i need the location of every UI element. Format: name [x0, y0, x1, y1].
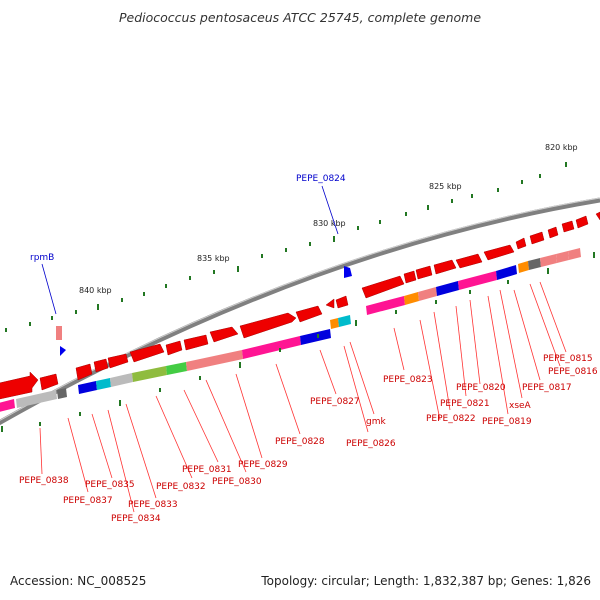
- gene-arrow[interactable]: [325, 298, 335, 309]
- gene-arrow[interactable]: [403, 270, 417, 284]
- label-leaders: [39, 281, 567, 513]
- kbp-label: 830 kbp: [313, 219, 346, 228]
- gene-arrow[interactable]: [529, 231, 545, 245]
- gene-label[interactable]: gmk: [366, 417, 386, 427]
- gene-arrow[interactable]: [561, 220, 575, 233]
- gene-arrow[interactable]: [361, 275, 405, 299]
- rna-label[interactable]: PEPE_0824: [296, 174, 346, 184]
- gene-arrow[interactable]: [39, 373, 59, 391]
- gene-arrow[interactable]: [515, 237, 527, 250]
- forward-genes: [0, 211, 600, 400]
- gene-label[interactable]: PEPE_0817: [522, 383, 572, 393]
- gene-label[interactable]: PEPE_0822: [426, 414, 476, 424]
- rna-label[interactable]: rpmB: [30, 253, 54, 263]
- map-title: Pediococcus pentosaceus ATCC 25745, comp…: [118, 10, 482, 25]
- gene-label[interactable]: PEPE_0821: [440, 399, 490, 409]
- gene-label[interactable]: PEPE_0820: [456, 383, 506, 393]
- gene-arrow[interactable]: [595, 211, 600, 221]
- gene-label[interactable]: PEPE_0816: [548, 367, 598, 377]
- gene-arrow[interactable]: [335, 295, 349, 309]
- feature-bands: [0, 248, 581, 412]
- gene-label[interactable]: PEPE_0815: [543, 354, 593, 364]
- gene-label[interactable]: PEPE_0826: [346, 439, 396, 449]
- gene-arrow[interactable]: [433, 259, 457, 275]
- gene-label[interactable]: PEPE_0834: [111, 514, 161, 524]
- gene-arrow[interactable]: [183, 334, 209, 351]
- accession-text: Accession: NC_008525: [10, 574, 147, 588]
- gene-arrow[interactable]: [107, 353, 129, 369]
- kbp-label: 835 kbp: [197, 254, 230, 263]
- genome-summary-text: Topology: circular; Length: 1,832,387 bp…: [261, 574, 591, 588]
- gene-label[interactable]: PEPE_0830: [212, 477, 262, 487]
- trna-arrow[interactable]: [60, 346, 66, 356]
- gene-label[interactable]: PEPE_0823: [383, 375, 433, 385]
- gene-arrow[interactable]: [575, 215, 589, 229]
- gene-label[interactable]: PEPE_0832: [156, 482, 206, 492]
- gene-arrow[interactable]: [547, 226, 559, 239]
- gene-arrow[interactable]: [295, 305, 323, 323]
- gene-arrow[interactable]: [75, 363, 93, 381]
- genome-backbone: [0, 197, 600, 426]
- kbp-label: 840 kbp: [79, 286, 112, 295]
- gene-label[interactable]: PEPE_0837: [63, 496, 113, 506]
- gene-label[interactable]: PEPE_0838: [19, 476, 69, 486]
- rna-features: [60, 266, 352, 356]
- gene-arrow[interactable]: [129, 343, 165, 363]
- gene-label[interactable]: PEPE_0829: [238, 460, 288, 470]
- gene-arrow[interactable]: [483, 244, 515, 261]
- gene-label[interactable]: PEPE_0831: [182, 465, 232, 475]
- gene-arrow[interactable]: [165, 340, 183, 356]
- gene-label[interactable]: PEPE_0827: [310, 397, 360, 407]
- gene-arrow[interactable]: [0, 371, 39, 400]
- gene-arrow[interactable]: [455, 253, 483, 269]
- gene-arrow[interactable]: [93, 358, 109, 373]
- gene-arrow[interactable]: [239, 312, 297, 339]
- gene-arrow[interactable]: [209, 326, 239, 343]
- gene-arrow[interactable]: [415, 265, 433, 280]
- trna-arrow[interactable]: [344, 266, 352, 278]
- kbp-label: 820 kbp: [545, 143, 578, 152]
- gene-label[interactable]: PEPE_0835: [85, 480, 135, 490]
- gene-label[interactable]: PEPE_0819: [482, 417, 532, 427]
- gene-label[interactable]: PEPE_0828: [275, 437, 325, 447]
- gene-label[interactable]: xseA: [509, 401, 532, 411]
- gene-label[interactable]: PEPE_0833: [128, 500, 178, 510]
- scale-ticks: [1, 162, 595, 432]
- kbp-label: 825 kbp: [429, 182, 462, 191]
